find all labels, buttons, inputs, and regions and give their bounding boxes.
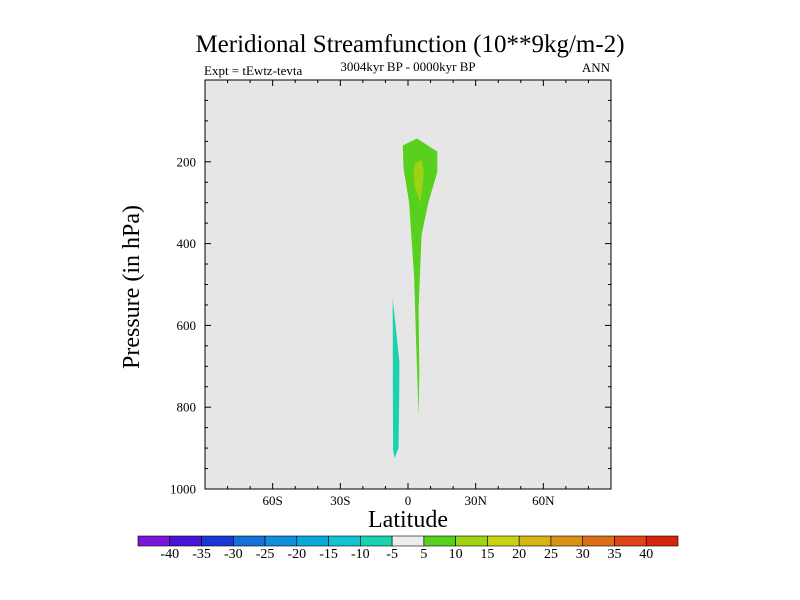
x-tick-label: 30N — [464, 493, 487, 508]
colorbar-swatch — [645, 535, 679, 547]
x-axis-title: Latitude — [368, 507, 448, 533]
experiment-label: Expt = tEwtz-tevta — [204, 63, 303, 78]
x-axis: 60S 30S 0 30N 60N — [227, 80, 589, 508]
x-tick-label: 0 — [405, 493, 412, 508]
colorbar-swatch — [169, 535, 202, 547]
y-axis-title: Pressure (in hPa) — [119, 205, 145, 369]
chart-title: Meridional Streamfunction (10**9kg/m-2) — [195, 31, 624, 58]
contour-layer — [392, 138, 438, 459]
x-tick-label: 30S — [330, 493, 350, 508]
y-tick-label: 200 — [177, 154, 197, 169]
colorbar-label: 10 — [449, 547, 463, 562]
y-axis: 200 400 600 800 1000 — [170, 99, 611, 497]
colorbar-swatch — [137, 535, 171, 547]
colorbar-swatch — [423, 535, 456, 547]
colorbar-swatch — [391, 535, 425, 547]
colorbar-label: -5 — [386, 547, 398, 562]
colorbar-label: 30 — [576, 547, 590, 562]
colorbar-swatch — [582, 535, 615, 547]
period-label: 3004kyr BP - 0000kyr BP — [340, 59, 475, 74]
y-tick-label: 800 — [177, 400, 197, 415]
colorbar-label: 15 — [480, 547, 494, 562]
y-tick-label: 400 — [177, 236, 197, 251]
y-tick-label: 1000 — [170, 482, 196, 497]
x-tick-label: 60S — [263, 493, 283, 508]
colorbar-swatch — [201, 535, 234, 547]
colorbar-swatch — [550, 535, 584, 547]
plot-area — [205, 80, 611, 489]
colorbar-label: -40 — [160, 547, 179, 562]
x-tick-label: 60N — [532, 493, 555, 508]
colorbar-swatch — [264, 535, 298, 547]
colorbar-label: -30 — [224, 547, 243, 562]
colorbar-swatch — [455, 535, 488, 547]
colorbar-label: -35 — [192, 547, 211, 562]
colorbar-label: 20 — [512, 547, 526, 562]
colorbar-label: 5 — [420, 547, 427, 562]
colorbar-label: -20 — [287, 547, 306, 562]
colorbar-label: 35 — [607, 547, 621, 562]
colorbar-label: -25 — [256, 547, 275, 562]
colorbar-label: 40 — [639, 547, 653, 562]
colorbar-swatch — [487, 535, 520, 547]
colorbar-label: -15 — [319, 547, 338, 562]
colorbar-label: -10 — [351, 547, 370, 562]
colorbar-swatch — [360, 535, 393, 547]
colorbar-swatch — [232, 535, 266, 547]
contour-region-negative-cell — [392, 298, 400, 459]
colorbar-swatch — [518, 535, 552, 547]
colorbar-swatch — [614, 535, 647, 547]
season-label: ANN — [582, 60, 611, 75]
colorbar: -40 -35 -30 -25 -20 -15 -10 -5 5 10 15 20 25 30 35 40 — [137, 535, 679, 562]
colorbar-swatch — [296, 535, 329, 547]
contour-region-positive-cell — [402, 138, 438, 416]
contour-region-positive-cell-core — [413, 159, 424, 203]
y-tick-label: 600 — [177, 318, 197, 333]
colorbar-label: 25 — [544, 547, 558, 562]
colorbar-swatch — [328, 535, 361, 547]
